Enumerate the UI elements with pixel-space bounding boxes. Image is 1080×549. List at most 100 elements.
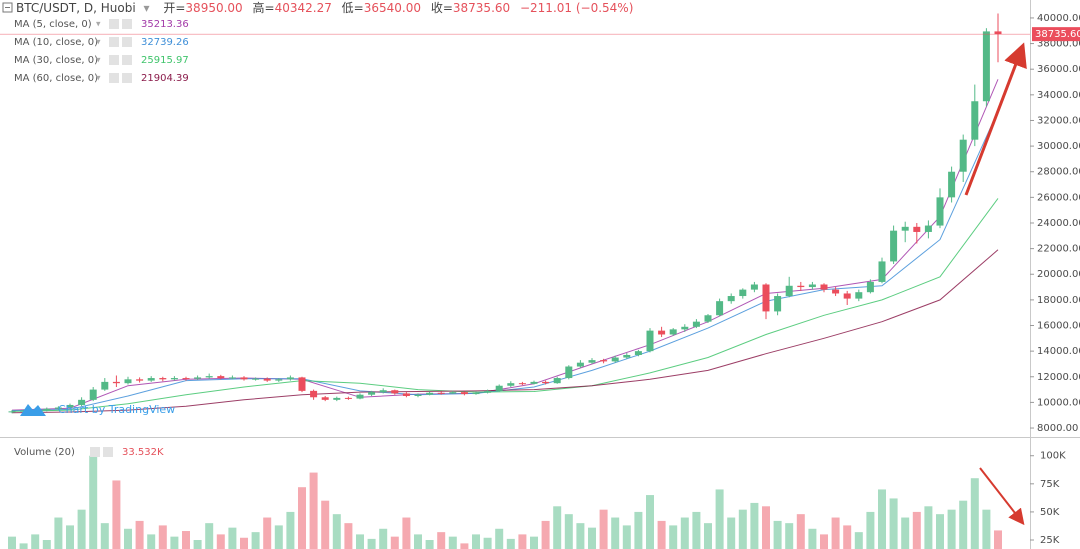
moving-averages: [11, 79, 999, 414]
close-icon[interactable]: [122, 55, 132, 65]
volume-bar: [785, 523, 794, 549]
volume-bar: [367, 538, 376, 549]
candle-body: [855, 292, 863, 299]
volume-bar: [100, 523, 109, 549]
y-tick-label: 40000.00: [1037, 13, 1080, 24]
candle-body: [600, 360, 608, 362]
candle-body: [170, 378, 178, 380]
candle-body: [611, 357, 619, 362]
volume-bar: [54, 517, 63, 549]
collapse-icon[interactable]: [2, 2, 13, 13]
volume-title: Volume (20): [14, 447, 75, 458]
candle-body: [147, 378, 155, 381]
settings-icon[interactable]: [90, 447, 100, 457]
candle-body: [948, 171, 956, 198]
y-tick-label: 14000.00: [1037, 346, 1080, 357]
candle-body: [379, 390, 387, 393]
volume-bar: [42, 540, 51, 549]
y-tick-label: 34000.00: [1037, 90, 1080, 101]
volume-bar: [831, 517, 840, 549]
candle-body: [797, 285, 805, 288]
candle-body: [101, 381, 109, 390]
volume-value: 33.532K: [122, 447, 164, 458]
candle-body: [194, 377, 202, 379]
candle-body: [832, 289, 840, 294]
volume-bar: [321, 500, 330, 549]
dropdown[interactable]: ▾: [144, 1, 150, 15]
settings-icon[interactable]: [109, 19, 119, 29]
candle-body: [658, 330, 666, 335]
candle-body: [205, 376, 213, 378]
volume-bar: [460, 543, 469, 549]
volume-bar: [924, 506, 933, 549]
candle-body: [762, 284, 770, 312]
candle-body: [623, 354, 631, 358]
candle-body: [368, 392, 376, 395]
volume-bar: [611, 517, 620, 549]
volume-bar: [124, 528, 132, 549]
candle-body: [391, 390, 399, 394]
volume-bar: [541, 520, 550, 549]
candle-body: [774, 296, 782, 312]
stat-label: 开=: [163, 1, 185, 15]
volume-bar: [298, 487, 306, 549]
candle-body: [588, 360, 596, 363]
volume-bar: [495, 528, 504, 549]
legend-dropdown[interactable]: ▾: [96, 56, 101, 66]
settings-icon[interactable]: [109, 55, 119, 65]
volume-bar: [147, 534, 156, 549]
y-tick-label: 18000.00: [1037, 295, 1080, 306]
settings-icon[interactable]: [109, 73, 119, 83]
volume-bar: [402, 517, 411, 549]
y-tick-label: 25K: [1040, 535, 1060, 546]
candle-body: [785, 285, 793, 297]
legend-dropdown[interactable]: ▾: [96, 20, 101, 30]
legend-dropdown[interactable]: ▾: [96, 74, 101, 84]
volume-bars: [8, 455, 1002, 549]
volume-bar: [182, 531, 190, 549]
candle-body: [924, 225, 932, 232]
volume-bar: [622, 525, 631, 549]
volume-bar: [970, 478, 979, 549]
legend-name: MA (60, close, 0): [14, 73, 98, 84]
volume-bar: [553, 506, 562, 549]
volume-bar: [773, 520, 782, 549]
volume-bar: [762, 506, 770, 549]
close-icon[interactable]: [122, 37, 132, 47]
volume-bar: [878, 489, 886, 549]
watermark-logo: [20, 404, 46, 416]
candle-body: [263, 378, 271, 381]
candle-body: [228, 377, 236, 379]
candle-body: [681, 326, 689, 330]
volume-bar: [669, 525, 678, 549]
candle-body: [716, 301, 724, 316]
close-icon[interactable]: [103, 447, 113, 457]
candle-body: [356, 394, 364, 399]
candle-body: [240, 377, 248, 380]
annotation-arrow: [979, 467, 1025, 526]
settings-icon[interactable]: [109, 37, 119, 47]
candle-body: [112, 381, 120, 384]
candle-body: [971, 101, 979, 140]
close-icon[interactable]: [122, 19, 132, 29]
candle-body: [78, 399, 86, 405]
legend-dropdown[interactable]: ▾: [96, 38, 101, 48]
ma-line: [11, 79, 999, 411]
volume-bar: [889, 498, 898, 549]
candle-body: [994, 31, 1002, 35]
legend-name: MA (5, close, 0): [14, 19, 92, 30]
candle-body: [959, 139, 967, 172]
candle-body: [66, 404, 74, 408]
candle-body: [878, 261, 886, 282]
volume-bar: [274, 525, 283, 549]
volume-bar: [738, 509, 747, 549]
volume-bar: [599, 509, 608, 549]
stat-label: 低=: [342, 1, 364, 15]
volume-bar: [193, 540, 202, 549]
candle-body: [808, 284, 816, 288]
candle-body: [182, 378, 190, 380]
stat-value: 38735.60: [453, 1, 510, 15]
close-icon[interactable]: [122, 73, 132, 83]
candle-body: [495, 385, 503, 391]
